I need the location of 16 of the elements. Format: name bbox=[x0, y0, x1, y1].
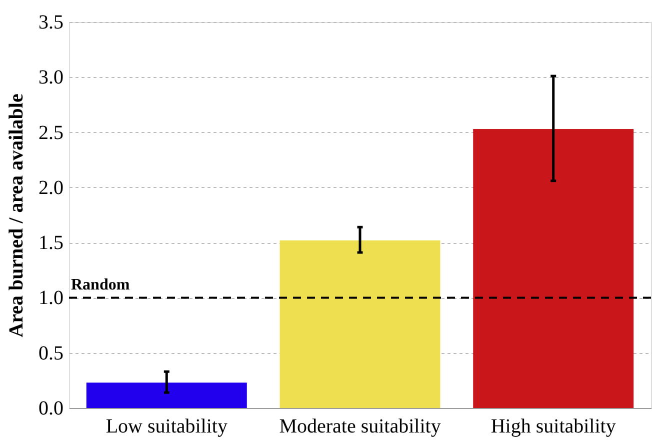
y-axis-title: Area burned / area available bbox=[6, 94, 28, 338]
bar bbox=[280, 240, 440, 408]
y-tick-label: 0.5 bbox=[38, 342, 64, 364]
y-tick-label: 2.5 bbox=[38, 122, 64, 144]
y-tick-label: 1.5 bbox=[38, 232, 64, 254]
y-tick-label: 1.0 bbox=[38, 287, 64, 310]
y-tick-label: 3.5 bbox=[38, 12, 64, 34]
bar bbox=[86, 382, 247, 408]
y-tick-label: 0.0 bbox=[38, 398, 64, 420]
y-tick-label: 3.0 bbox=[38, 66, 64, 89]
x-tick-label: High suitability bbox=[490, 416, 616, 438]
bar bbox=[473, 128, 634, 408]
y-tick-label: 2.0 bbox=[38, 176, 64, 199]
x-tick-label: Low suitability bbox=[106, 416, 228, 438]
ref-line-label: Random bbox=[71, 276, 130, 294]
x-tick-label: Moderate suitability bbox=[279, 416, 441, 438]
